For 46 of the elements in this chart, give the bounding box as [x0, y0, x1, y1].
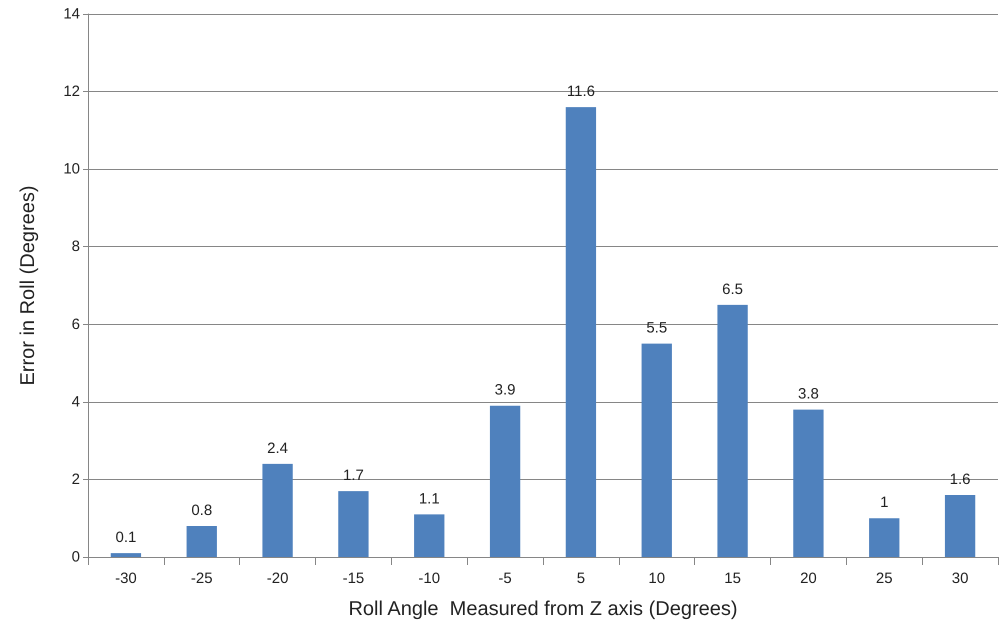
bar	[186, 526, 217, 557]
data-label: 3.9	[494, 382, 516, 399]
x-tick-label: 15	[724, 570, 741, 587]
data-label: 1.1	[418, 490, 440, 508]
x-tick-label: -25	[190, 570, 213, 587]
x-tick-label: 30	[952, 570, 968, 587]
bar	[490, 406, 520, 557]
y-tick-label: 12	[63, 83, 80, 100]
data-label: 6.5	[722, 280, 744, 298]
y-tick-label: 4	[72, 393, 80, 410]
data-label: 1.6	[950, 470, 971, 488]
bar	[338, 491, 369, 557]
y-tick-label: 2	[72, 470, 80, 488]
data-label: 11.6	[566, 83, 595, 100]
data-label: 0.1	[115, 529, 136, 546]
x-tick-label: 20	[800, 570, 817, 587]
y-tick-label: 10	[63, 160, 80, 178]
bar	[869, 518, 900, 557]
x-axis-title: Roll Angle Measured from Z axis (Degrees)	[348, 598, 738, 620]
data-label: 0.8	[191, 502, 212, 519]
bar	[944, 494, 976, 557]
bar	[642, 344, 672, 557]
y-tick-label: 6	[72, 316, 80, 333]
x-tick-label: -10	[418, 570, 440, 587]
y-axis-title: Error in Roll (Degrees)	[17, 185, 39, 386]
y-tick-label: 0	[72, 548, 80, 566]
x-tick-label: -5	[498, 570, 512, 587]
data-label: 3.8	[798, 386, 819, 403]
data-label: 1.7	[342, 467, 364, 484]
x-tick-label: 10	[648, 570, 666, 587]
x-tick-label: -20	[266, 570, 288, 587]
bar	[793, 410, 824, 557]
bar	[110, 553, 142, 557]
bar	[414, 514, 444, 557]
x-tick-label: 5	[576, 570, 586, 587]
data-label: 1	[880, 494, 888, 512]
x-tick-label: -30	[115, 570, 137, 587]
data-label: 2.4	[267, 440, 288, 457]
data-label: 5.5	[646, 320, 668, 337]
x-tick-label: -15	[342, 570, 364, 587]
bar	[566, 107, 596, 557]
y-tick-label: 8	[72, 238, 80, 256]
x-tick-label: 25	[876, 570, 893, 587]
y-tick-label: 14	[63, 6, 80, 22]
bar	[262, 464, 293, 557]
bar	[717, 304, 748, 557]
